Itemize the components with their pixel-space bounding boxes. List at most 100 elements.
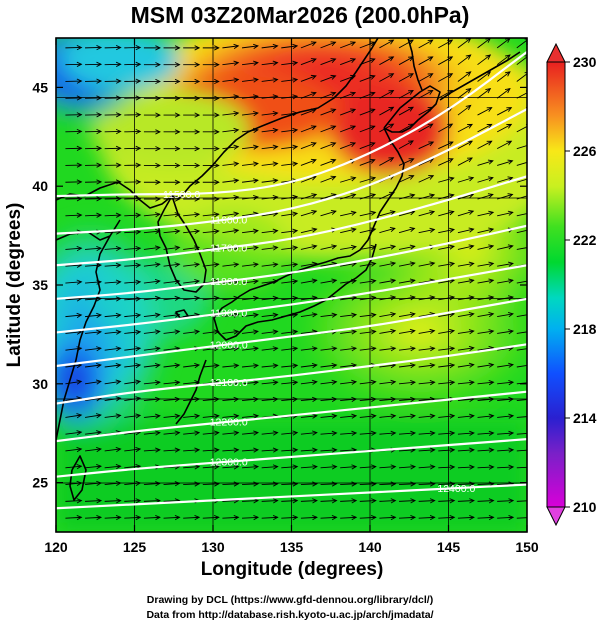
wind-arrow-head (213, 363, 220, 369)
wind-arrow-head (115, 296, 122, 302)
wind-arrow-head (330, 209, 337, 215)
wind-arrow-head (292, 447, 299, 453)
wind-arrow-head (330, 108, 337, 114)
wind-arrow-head (292, 515, 299, 521)
wind-arrow-head (508, 464, 515, 470)
wind-arrow (300, 108, 317, 116)
wind-arrow (438, 73, 453, 82)
wind-arrow-head (507, 159, 514, 165)
wind-arrow-head (350, 41, 357, 47)
wind-arrow (496, 140, 512, 150)
contour-label: 11700.0 (210, 242, 247, 254)
wind-arrow (104, 364, 121, 368)
wind-arrow-head (488, 295, 495, 301)
wind-arrow-head (486, 107, 493, 112)
wind-arrow-head (310, 74, 317, 80)
wind-arrow-head (253, 447, 260, 453)
wind-arrow-head (468, 278, 475, 284)
wind-arrow-head (312, 447, 318, 453)
wind-arrow-head (96, 162, 103, 168)
wind-arrow-head (528, 515, 533, 519)
wind-arrow (124, 500, 141, 502)
wind-arrow-head (174, 112, 181, 118)
wind-arrow (222, 398, 239, 402)
wind-arrow (418, 330, 435, 334)
wind-arrow (202, 347, 219, 351)
wind-arrow (163, 330, 180, 334)
wind-arrow (340, 432, 357, 435)
wind-arrow-head (96, 179, 103, 185)
wind-arrow (222, 263, 239, 267)
wind-arrow-head (272, 228, 279, 234)
wind-arrow-head (467, 157, 473, 163)
wind-arrow (84, 397, 101, 402)
wind-arrow-head (292, 312, 299, 318)
wind-arrow (398, 279, 415, 284)
wind-arrow-head (115, 145, 122, 151)
wind-arrow-head (465, 88, 472, 94)
wind-arrow (222, 112, 239, 116)
wind-arrow (261, 398, 278, 402)
wind-arrow-head (253, 127, 259, 133)
wind-arrow-head (194, 464, 201, 470)
wind-arrow (340, 125, 356, 133)
wind-arrow-head (488, 244, 495, 250)
wind-arrow-head (390, 515, 397, 521)
wind-arrow-head (311, 312, 318, 318)
wind-arrow (340, 398, 357, 402)
wind-arrow (438, 347, 455, 351)
wind-arrow (418, 398, 435, 402)
wind-arrow-head (115, 128, 122, 135)
wind-arrow (261, 246, 278, 250)
wind-arrow (281, 483, 298, 486)
wind-arrow-head (96, 78, 103, 84)
wind-arrow-head (370, 464, 377, 470)
wind-arrow-head (194, 129, 201, 135)
wind-arrow-head (272, 498, 279, 504)
wind-arrow (202, 263, 219, 267)
wind-arrow (85, 500, 102, 502)
wind-arrow-head (429, 193, 436, 199)
wind-arrow (340, 58, 356, 66)
wind-arrow (477, 330, 494, 334)
wind-arrow (359, 466, 376, 469)
wind-arrow (183, 263, 200, 267)
wind-arrow (379, 466, 396, 469)
wind-arrow-head (292, 211, 299, 217)
wind-arrow-head (429, 413, 436, 419)
wind-arrow-head (351, 329, 358, 335)
wind-arrow (379, 347, 396, 351)
wind-arrow (163, 263, 180, 267)
wind-arrow-head (528, 346, 533, 350)
wind-arrow-head (469, 481, 475, 487)
wind-arrow (418, 90, 433, 99)
wind-arrow-head (76, 446, 83, 453)
wind-arrow (477, 107, 492, 116)
wind-arrow (202, 246, 219, 250)
wind-arrow-head (194, 95, 201, 101)
wind-arrow-head (213, 481, 220, 487)
wind-arrow-head (115, 312, 122, 319)
wind-arrow-head (154, 430, 161, 436)
wind-arrow (143, 280, 160, 284)
wind-arrow-head (467, 123, 473, 129)
wind-arrow (379, 227, 395, 234)
wind-arrow (457, 54, 471, 66)
wind-arrow-head (449, 362, 456, 369)
wind-arrow-head (292, 60, 299, 66)
wind-arrow (241, 79, 258, 82)
wind-arrow (516, 517, 527, 519)
wind-arrow (104, 516, 121, 519)
wind-arrow-head (528, 279, 533, 283)
wind-arrow-head (174, 129, 181, 135)
wind-arrow-head (115, 379, 122, 385)
wind-arrow (104, 314, 121, 318)
wind-arrow (516, 195, 527, 200)
wind-arrow-head (76, 245, 83, 252)
wind-arrow (104, 281, 121, 284)
wind-arrow-head (350, 91, 357, 97)
wind-arrow (65, 347, 82, 351)
wind-arrow-head (527, 160, 532, 164)
wind-arrow-head (429, 210, 436, 216)
wind-arrow-head (135, 379, 142, 385)
